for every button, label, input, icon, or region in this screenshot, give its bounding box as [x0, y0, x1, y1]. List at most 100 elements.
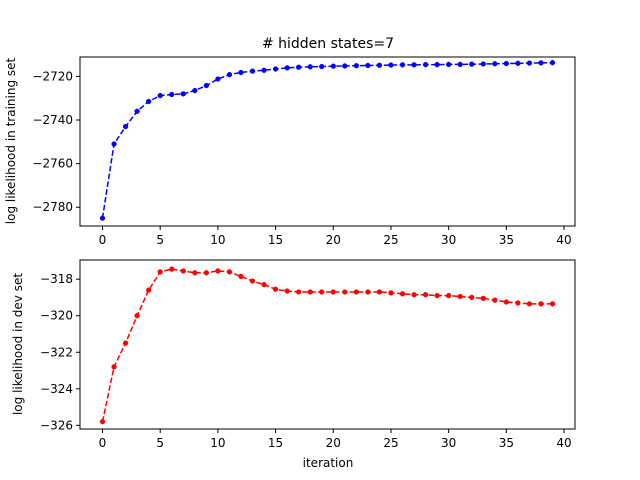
training-data-point	[422, 61, 429, 68]
training-plot-frame	[79, 56, 576, 227]
training-data-point	[169, 91, 175, 98]
dev-data-point	[261, 282, 267, 288]
training-data-point	[203, 82, 210, 89]
training-data-point	[261, 67, 267, 73]
dev-data-point	[526, 301, 533, 307]
training-y-tick-label: −2720	[32, 69, 73, 83]
dev-data-point	[538, 301, 544, 307]
training-x-tick-label: 40	[556, 233, 571, 247]
dev-data-point	[111, 364, 117, 370]
training-data-point	[99, 215, 106, 221]
training-x-tick-label: 10	[210, 233, 225, 247]
training-data-point	[480, 61, 486, 67]
training-data-point	[376, 62, 383, 68]
training-data-point	[538, 60, 544, 66]
dev-data-point	[503, 299, 510, 305]
training-data-point	[272, 66, 279, 72]
training-series-line	[101, 61, 553, 219]
training-data-point	[330, 63, 336, 69]
dev-data-point	[319, 289, 325, 295]
dev-data-point	[134, 313, 140, 319]
dev-likelihood-panel: iteration log likelihood in dev set 0 5 10…	[11, 259, 576, 470]
dev-x-tick-label: 40	[556, 436, 571, 450]
dev-x-tick-label: 10	[210, 436, 225, 450]
dev-data-point	[446, 292, 452, 299]
training-data-point	[215, 76, 221, 82]
training-data-point	[284, 65, 290, 71]
training-data-point	[434, 61, 440, 68]
training-data-point	[365, 62, 371, 69]
dev-data-point	[272, 286, 279, 292]
dev-data-point	[307, 289, 313, 295]
training-data-point	[388, 62, 394, 68]
dev-data-point	[422, 292, 429, 298]
dev-data-point	[284, 288, 290, 294]
training-data-point	[353, 63, 360, 69]
dev-data-point	[457, 293, 463, 300]
training-y-tick-label: −2740	[32, 113, 73, 127]
training-data-point	[411, 62, 417, 68]
training-data-point	[192, 87, 198, 94]
dev-y-tick-label: −326	[40, 418, 73, 432]
dev-x-tick-label: 15	[268, 436, 283, 450]
training-data-point	[307, 64, 313, 70]
training-data-point	[180, 91, 186, 97]
training-data-point	[399, 62, 406, 68]
chart-title: # hidden states=7	[262, 36, 394, 52]
dev-data-point	[215, 268, 221, 274]
training-data-point	[111, 141, 117, 147]
training-data-point	[226, 72, 233, 78]
dev-data-point	[434, 292, 440, 299]
dev-data-point	[492, 297, 498, 303]
dev-y-tick-label: −320	[40, 309, 73, 323]
training-data-point	[503, 60, 510, 67]
dev-data-point	[411, 292, 417, 298]
training-y-axis-label: log likelihood in training set	[4, 57, 18, 224]
dev-y-tick-label: −324	[40, 382, 73, 396]
dev-data-point	[180, 268, 186, 274]
dev-data-point	[122, 340, 129, 346]
training-data-point	[446, 61, 452, 68]
dev-x-tick-label: 5	[156, 436, 164, 450]
x-axis-label: iteration	[303, 456, 354, 470]
training-x-tick-label: 35	[499, 233, 514, 247]
training-x-tick-label: 15	[268, 233, 283, 247]
dev-x-tick-label: 30	[441, 436, 456, 450]
training-data-point	[157, 92, 163, 99]
dev-x-tick-label: 25	[383, 436, 398, 450]
dev-y-tick-label: −318	[40, 272, 73, 286]
dev-data-point	[399, 291, 406, 297]
dev-data-point	[353, 289, 360, 295]
dev-data-point	[249, 278, 256, 284]
training-data-point	[342, 63, 348, 69]
training-x-tick-label: 5	[156, 233, 164, 247]
training-data-point	[296, 64, 302, 70]
dev-series-line	[101, 268, 553, 422]
training-data-point	[469, 61, 475, 67]
dev-data-point	[238, 273, 244, 280]
dev-data-point	[515, 300, 521, 306]
training-data-point	[515, 60, 521, 66]
training-x-tick-label: 25	[383, 233, 398, 247]
training-x-tick-label: 30	[441, 233, 456, 247]
training-data-point	[249, 68, 256, 74]
dev-plot-frame	[79, 259, 576, 430]
dev-y-axis-label: log likelihood in dev set	[11, 273, 25, 415]
dev-x-tick-label: 0	[99, 436, 107, 450]
training-y-tick-label: −2760	[32, 157, 73, 171]
training-data-point	[122, 123, 129, 130]
training-data-point	[549, 60, 556, 66]
dev-data-point	[296, 289, 302, 295]
dev-x-tick-label: 35	[499, 436, 514, 450]
dev-data-point	[549, 301, 556, 307]
dev-y-tick-label: −322	[40, 345, 73, 359]
training-data-point	[492, 61, 498, 67]
dev-x-tick-label: 20	[326, 436, 341, 450]
training-data-point	[238, 69, 244, 76]
dev-data-point	[376, 289, 383, 295]
dev-data-point	[203, 270, 210, 276]
dev-data-point	[169, 266, 175, 272]
training-data-point	[134, 108, 140, 114]
training-x-tick-label: 20	[326, 233, 341, 247]
